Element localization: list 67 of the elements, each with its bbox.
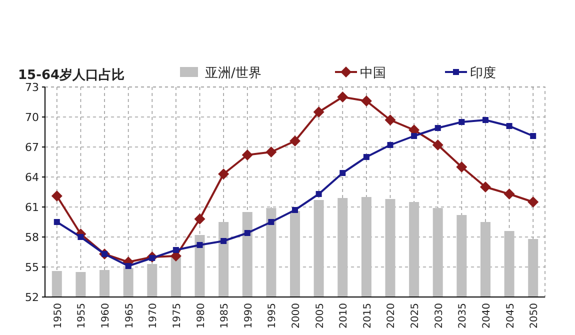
x-tick-label: 1950	[52, 303, 64, 328]
x-tick-label: 2025	[410, 303, 422, 328]
x-tick-label: 2010	[338, 303, 350, 328]
legend-label: 印度	[470, 65, 496, 81]
point	[172, 247, 179, 253]
x-tick-label: 1970	[148, 303, 160, 328]
y-tick-label: 55	[25, 261, 39, 274]
point	[125, 263, 132, 269]
point	[266, 146, 277, 158]
x-tick-label: 2050	[529, 303, 540, 328]
x-tick-label: 1975	[172, 303, 183, 328]
x-tick-label: 1965	[124, 303, 136, 328]
x-tick-label: 1990	[243, 303, 254, 328]
chart-title: 15-64岁人口占比	[18, 68, 125, 83]
x-tick-label: 1980	[196, 303, 207, 328]
point	[268, 219, 274, 225]
point	[54, 219, 60, 225]
point	[432, 140, 444, 150]
point	[504, 188, 515, 200]
point	[434, 125, 441, 131]
x-tick-label: 2035	[458, 303, 469, 328]
point	[290, 136, 300, 146]
y-tick-label: 73	[25, 81, 39, 94]
point	[480, 182, 491, 192]
legend-label: 中国	[360, 66, 386, 81]
point	[242, 150, 253, 160]
point	[360, 96, 372, 106]
x-tick-label: 2030	[434, 303, 445, 328]
point	[220, 238, 227, 244]
point	[313, 106, 324, 118]
x-tick-label: 2040	[481, 303, 492, 328]
x-tick-label: 2020	[386, 303, 398, 328]
point	[337, 92, 348, 102]
x-tick-label: 2045	[505, 303, 516, 328]
x-tick-label: 2005	[314, 303, 326, 328]
point	[384, 114, 396, 126]
point	[218, 168, 230, 180]
point	[244, 230, 250, 236]
point	[340, 170, 346, 176]
point	[456, 162, 468, 172]
x-tick-label: 1985	[220, 303, 231, 328]
point	[530, 133, 536, 139]
point	[196, 242, 203, 248]
y-tick-label: 58	[25, 231, 39, 244]
x-tick-label: 1995	[267, 303, 278, 328]
x-tick-label: 1960	[100, 303, 112, 328]
point	[387, 142, 394, 148]
legend-label: 亚洲/世界	[205, 66, 262, 81]
y-tick-label: 70	[25, 111, 39, 124]
point	[292, 207, 298, 213]
x-tick-label: 1955	[76, 303, 88, 328]
y-tick-label: 52	[25, 291, 39, 304]
point	[528, 196, 539, 208]
x-tick-label: 2015	[362, 303, 374, 328]
point	[51, 190, 62, 202]
x-tick-label: 2000	[291, 303, 302, 328]
point	[458, 119, 465, 125]
point	[316, 191, 322, 197]
point	[78, 234, 84, 240]
y-tick-label: 64	[25, 171, 39, 184]
point	[363, 154, 370, 160]
point	[411, 133, 418, 139]
point	[506, 123, 512, 129]
y-tick-label: 67	[25, 141, 39, 154]
y-tick-label: 61	[25, 201, 39, 214]
point	[482, 117, 488, 123]
point	[194, 214, 206, 224]
